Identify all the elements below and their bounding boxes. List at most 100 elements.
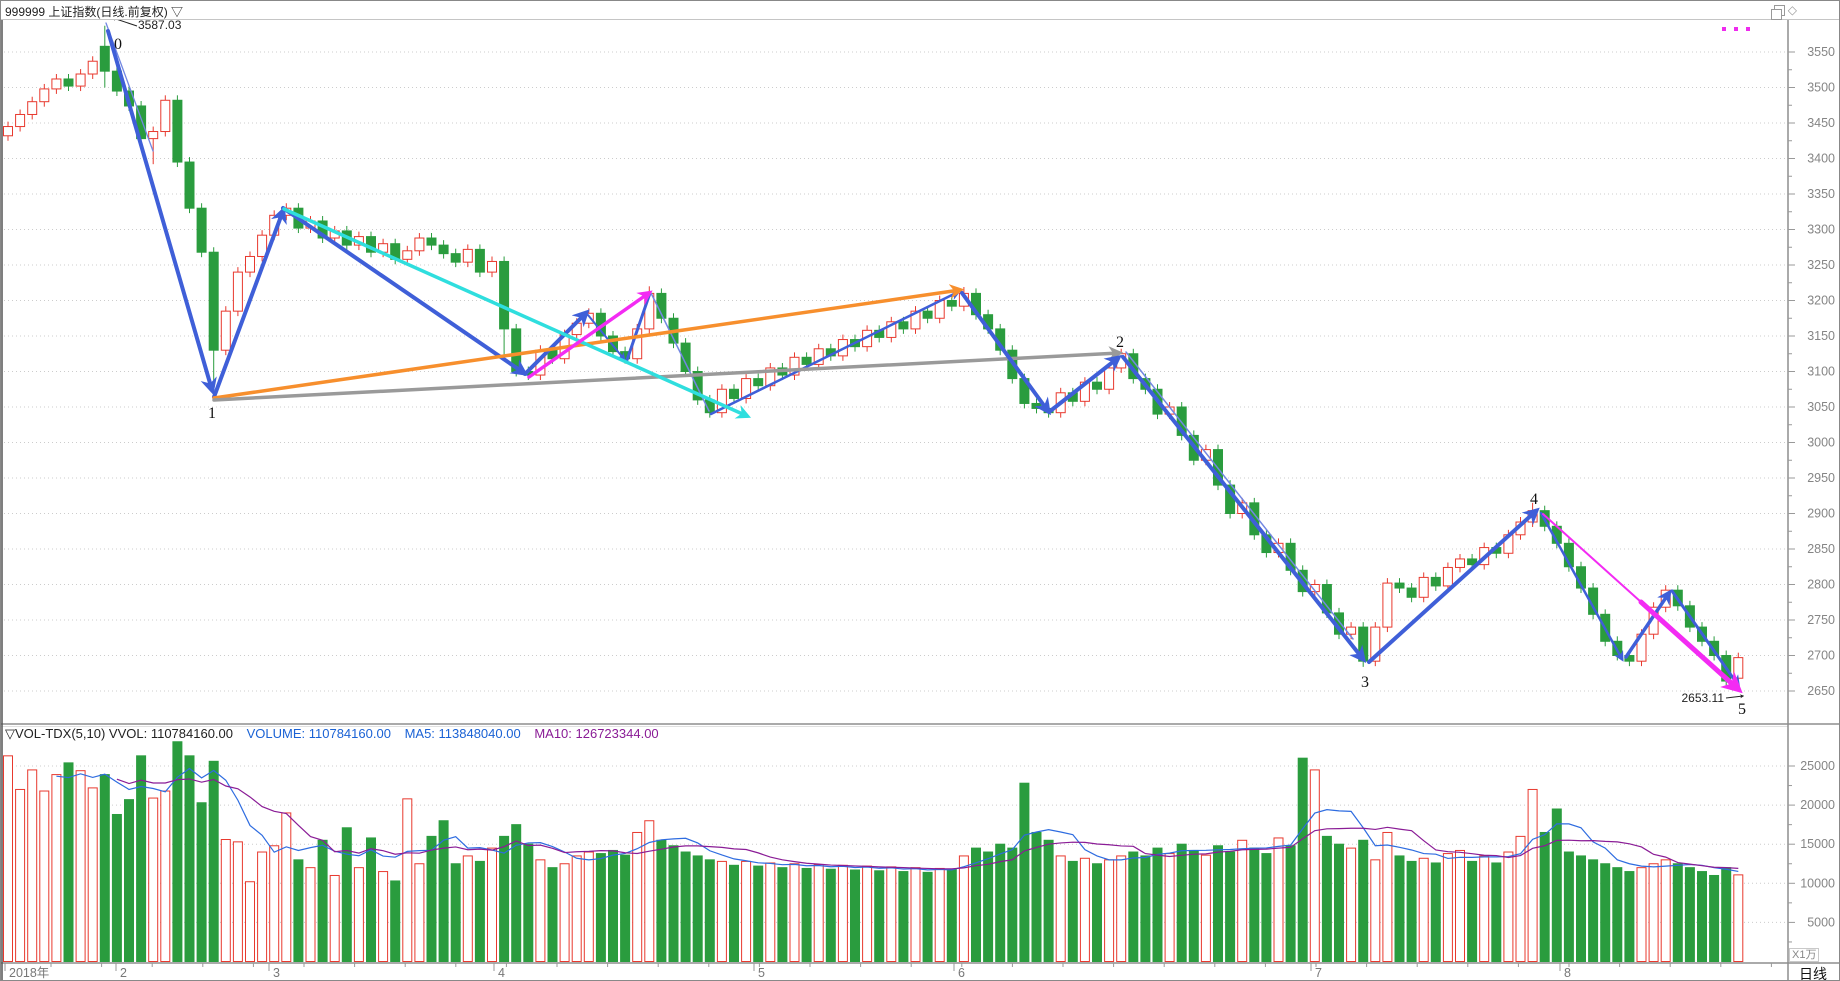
candle [910,310,921,330]
volume-bar [632,831,643,962]
candle [813,348,824,365]
candle [39,88,50,103]
volume-bar [983,851,994,963]
volume-bar [1709,874,1720,962]
volume-bar [668,845,679,962]
volume-bar [75,770,86,963]
vol-tdx-label[interactable]: ▽VOL-TDX(5,10) VVOL: 110784160.00 [5,726,233,741]
volume-bar [1648,863,1659,962]
volume-bar [353,867,364,962]
volume-bar [111,813,122,963]
volume-bar [1358,839,1369,962]
candle [1455,558,1465,568]
candle [1467,558,1478,566]
volume-bar [1430,862,1441,963]
month-label: 4 [498,966,505,980]
month-label: 6 [958,966,965,980]
volume-bar [99,774,110,962]
volume-bar [1321,835,1332,963]
volume-unit-label: X1万 [1789,948,1820,962]
candle [729,388,739,399]
volume-bar [789,863,800,962]
volume-bar [559,863,570,962]
volume-bar [765,862,776,963]
volume-bar [1370,859,1381,963]
volume-bar [499,835,510,963]
svg-text:20000: 20000 [1800,798,1835,812]
volume-bar [414,863,425,962]
candle [1104,367,1115,390]
svg-text:3400: 3400 [1807,152,1835,166]
volume-bars [3,741,1744,963]
volume-bar [1551,808,1562,963]
volume-bar [1491,862,1502,963]
svg-text:2653.11: 2653.11 [1682,691,1725,705]
volume-bar [1515,835,1526,963]
volume-bar [450,863,461,962]
volume-bar [1406,860,1417,962]
candle [741,378,752,399]
volume-bar [547,867,558,962]
svg-text:2800: 2800 [1807,578,1835,592]
svg-text:3587.03: 3587.03 [138,18,182,32]
volume-bar [1479,855,1490,962]
volume-bar [1176,843,1187,963]
volume-bar [426,835,437,963]
candle [450,253,461,263]
volume-bar [1563,851,1574,963]
volume-bar [777,867,788,962]
volume-bar [3,755,13,962]
candle [1092,381,1102,390]
candle [1176,406,1187,436]
volume-bar [1079,857,1090,962]
candle [184,161,195,209]
volume-bar [874,870,885,963]
period-selector[interactable]: 日线 [1799,966,1827,981]
volume-bar [1273,837,1284,962]
volume-bar [1394,855,1405,962]
volume-bar [269,845,280,962]
candle [63,78,74,87]
candle [789,356,800,376]
volume-bar [1334,843,1344,963]
candle [946,300,957,307]
volume-bar [837,864,848,963]
more-options-dots-icon[interactable] [1722,27,1750,31]
volume-bar [922,871,933,962]
candle [499,260,510,330]
volume-bar [886,866,897,962]
volume-bar [910,867,921,962]
volume-bar [680,851,691,963]
volume-bar [656,839,667,962]
volume-bar [595,853,606,962]
volume-bar [583,851,594,963]
volume-value: VOLUME: 110784160.00 [246,726,391,741]
svg-text:3050: 3050 [1807,400,1835,414]
diamond-icon[interactable]: ◇ [1787,3,1797,17]
candle [922,310,933,319]
candlesticks [3,25,1744,689]
svg-text:2650: 2650 [1807,684,1835,698]
month-label: 8 [1564,966,1571,980]
duplicate-window-icon[interactable] [1771,5,1785,20]
volume-bar [1092,863,1102,962]
volume-bar [644,820,655,962]
volume-bar [511,824,522,963]
candle [1733,657,1744,679]
candle [414,237,425,252]
svg-text:3300: 3300 [1807,223,1835,237]
volume-ma-lines [56,767,1739,873]
volume-bar [1128,851,1139,963]
svg-text:2850: 2850 [1807,542,1835,556]
volume-bar [1152,847,1163,962]
candle [753,378,764,387]
volume-bar [813,864,824,962]
volume-bar [402,798,413,962]
candle [692,371,703,401]
volume-bar [1636,867,1647,962]
svg-text:4: 4 [1530,491,1538,508]
volume-bar [1007,847,1018,962]
candle [27,101,38,115]
title-bar: 999999 上证指数(日线.前复权) ▽ ◇ [1,1,1839,20]
